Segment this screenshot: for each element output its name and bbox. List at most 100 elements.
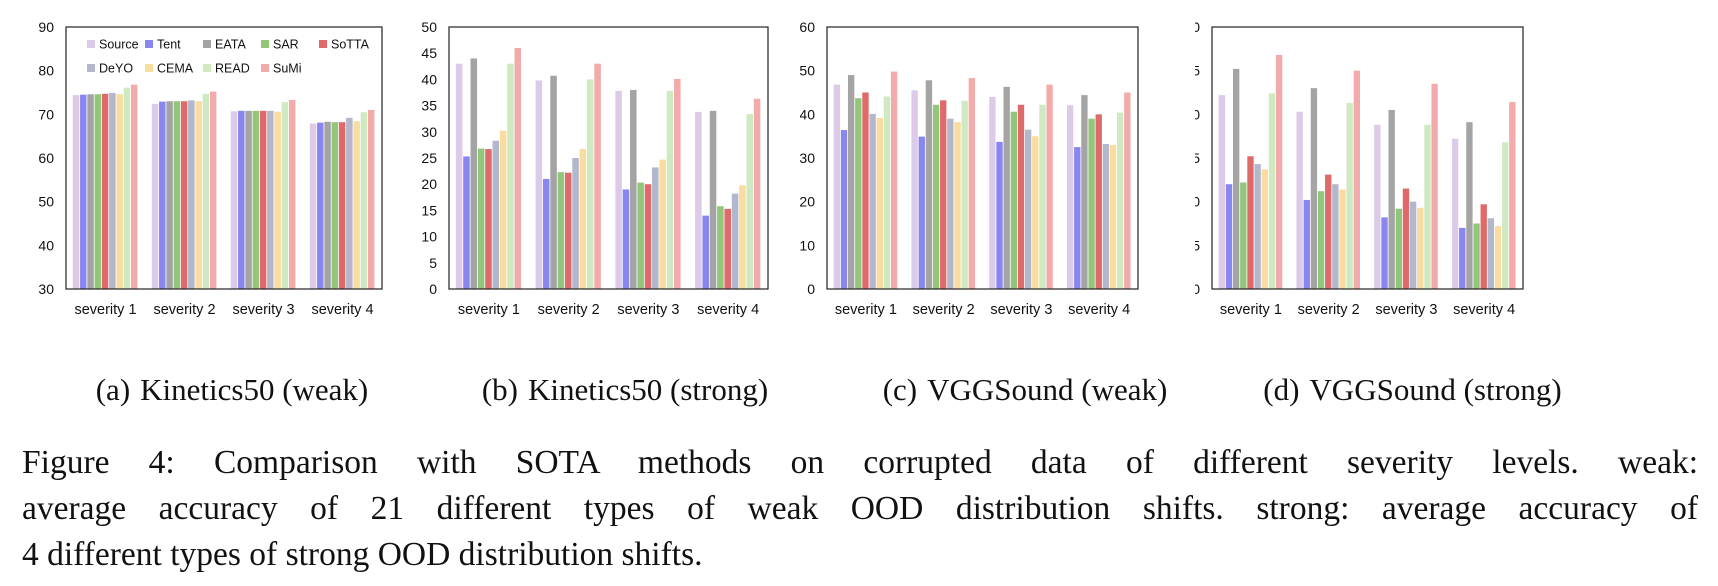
bar-source-severity-4	[309, 123, 317, 289]
bar-deyo-severity-2	[1332, 184, 1339, 289]
bar-tent-severity-1	[840, 130, 848, 289]
bar-read-severity-3	[666, 90, 674, 290]
y-tick-label: 0	[807, 281, 815, 297]
plot-frame	[448, 26, 769, 290]
bar-cema-severity-4	[1494, 226, 1502, 289]
chart-kinetics50-weak: 30 40 50 60 70 80 90 severity 1 severity 2 severi…	[38, 19, 383, 318]
bar-sumi-severity-2	[968, 78, 976, 289]
bar-eata-severity-4	[1081, 95, 1088, 290]
y-tick-label: 30	[1195, 19, 1200, 35]
bar-sumi-severity-4	[367, 109, 375, 289]
bar-source-severity-2	[151, 103, 159, 289]
bar-eata-severity-1	[1232, 68, 1240, 289]
bar-source-severity-3	[230, 111, 238, 289]
y-tick-label: 40	[38, 237, 54, 253]
bar-sotta-severity-3	[259, 110, 267, 289]
bar-cema-severity-3	[1417, 207, 1424, 289]
bar-deyo-severity-4	[731, 193, 739, 289]
bar-sar-severity-3	[252, 110, 260, 289]
bar-source-severity-4	[695, 111, 702, 289]
bar-eata-severity-1	[470, 58, 478, 289]
y-tick-label: 30	[800, 150, 815, 166]
x-tick-label: severity 1	[1220, 302, 1282, 318]
bar-deyo-severity-2	[188, 100, 195, 289]
bar-tent-severity-2	[542, 178, 550, 289]
bar-deyo-severity-3	[652, 167, 659, 289]
x-tick-label: severity 1	[458, 302, 520, 318]
bar-sotta-severity-1	[862, 92, 869, 289]
legend-swatch-sotta	[319, 40, 327, 48]
bar-sotta-severity-2	[1325, 174, 1332, 289]
y-tick-label: 15	[1195, 150, 1200, 166]
bar-eata-severity-3	[1003, 86, 1010, 289]
y-tick-label: 50	[800, 63, 815, 79]
bar-deyo-severity-1	[492, 140, 500, 289]
chart-vggsound-weak: 0 10 20 30 40 50 60 severity 1 severity 2 severit…	[800, 19, 1139, 318]
bar-sotta-severity-2	[940, 100, 947, 289]
bar-sar-severity-1	[477, 148, 485, 289]
bar-deyo-severity-1	[109, 92, 116, 289]
bar-deyo-severity-3	[1409, 201, 1417, 289]
y-tick-label: 5	[1195, 237, 1200, 253]
subcaption-title: VGGSound (strong)	[1309, 372, 1562, 407]
bar-cema-severity-3	[1032, 136, 1039, 289]
legend-label-source: Source	[99, 38, 139, 52]
x-tick-label: severity 4	[1068, 302, 1130, 318]
bar-eata-severity-1	[87, 94, 94, 289]
caption-line: 4 different types of strong OOD distribu…	[22, 536, 703, 573]
subcaption-c: (c) VGGSound (weak)	[830, 368, 1220, 412]
bar-sotta-severity-2	[180, 101, 188, 289]
bar-source-severity-3	[1374, 124, 1381, 289]
bar-sumi-severity-1	[130, 84, 138, 289]
x-tick-label: severity 2	[538, 302, 600, 318]
bar-source-severity-4	[1066, 105, 1074, 289]
subcaption-a: (a) Kinetics50 (weak)	[42, 368, 422, 412]
y-tick-label: 5	[429, 255, 437, 271]
bar-deyo-severity-2	[572, 158, 579, 289]
legend-label-sumi: SuMi	[273, 62, 301, 76]
bar-tent-severity-3	[622, 189, 630, 289]
bar-cema-severity-2	[195, 101, 202, 289]
bar-sar-severity-3	[637, 182, 644, 289]
bar-cema-severity-1	[499, 130, 507, 289]
y-tick-label: 25	[1195, 63, 1200, 79]
bar-tent-severity-4	[317, 122, 324, 289]
bar-sumi-severity-2	[594, 63, 601, 290]
y-tick-label: 45	[421, 45, 437, 61]
bar-read-severity-3	[1424, 124, 1431, 289]
bar-cema-severity-3	[274, 111, 281, 290]
y-tick-label: 15	[421, 202, 437, 218]
bar-sar-severity-3	[1010, 111, 1017, 290]
legend-swatch-tent	[145, 40, 153, 48]
x-tick-label: severity 4	[697, 302, 759, 318]
subcaption-b: (b) Kinetics50 (strong)	[425, 368, 825, 412]
y-tick-label: 10	[421, 229, 437, 245]
x-tick-label: severity 1	[835, 302, 897, 318]
bar-sumi-severity-3	[1046, 84, 1053, 289]
caption-line: Figure 4: Comparison with SOTA methods o…	[22, 444, 1698, 481]
bar-read-severity-1	[1268, 93, 1276, 290]
legend-swatch-sar	[261, 40, 269, 48]
x-tick-label: severity 3	[990, 302, 1052, 318]
y-tick-label: 40	[800, 106, 815, 122]
y-tick-label: 30	[38, 281, 54, 297]
bar-sar-severity-3	[1395, 208, 1402, 289]
bar-sar-severity-1	[1240, 182, 1247, 289]
legend-label-deyo: DeYO	[99, 62, 133, 76]
x-tick-label: severity 2	[913, 302, 975, 318]
chart-vggsound-strong: 0 5 10 15 20 25 30 severity 1 severity 2 severity…	[1195, 19, 1524, 318]
plot-frame	[826, 26, 1139, 290]
bar-read-severity-2	[1346, 102, 1353, 289]
bar-sumi-severity-1	[1275, 54, 1283, 290]
legend-label-sar: SAR	[273, 38, 299, 52]
bar-cema-severity-4	[739, 185, 746, 289]
bar-tent-severity-1	[463, 156, 470, 289]
bar-sotta-severity-3	[1017, 104, 1025, 289]
bar-sumi-severity-3	[1431, 83, 1438, 290]
x-tick-label: severity 4	[1453, 302, 1515, 318]
subcaption-d: (d) VGGSound (strong)	[1215, 368, 1610, 412]
x-tick-label: severity 3	[232, 302, 294, 318]
bar-sotta-severity-4	[1480, 204, 1487, 289]
bar-sumi-severity-4	[1124, 92, 1131, 289]
bar-read-severity-2	[586, 79, 594, 290]
